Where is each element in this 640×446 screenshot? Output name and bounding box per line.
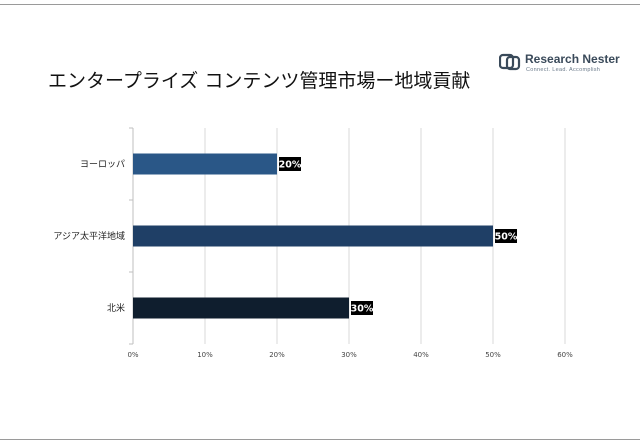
data-label: 30% [351,304,374,315]
bar [133,297,349,319]
data-label-box [495,229,517,243]
data-label: 20% [279,160,302,171]
x-tick-label: 40% [413,351,429,359]
x-tick-label: 0% [127,351,138,359]
logo-mark-icon [499,53,521,71]
research-nester-logo: Research Nester Connect. Lead. Accomplis… [499,52,629,80]
chart-title: エンタープライズ コンテンツ管理市場ー地域貢献 [48,70,471,92]
category-label: ヨーロッパ [80,159,125,170]
data-label-box [279,157,301,171]
bar [133,153,277,175]
x-tick-label: 10% [197,351,213,359]
x-tick-label: 20% [269,351,285,359]
x-tick-label: 30% [341,351,357,359]
bottom-divider [0,439,640,440]
category-label: 北米 [107,302,125,314]
data-label-box [351,301,373,315]
bar [133,225,493,247]
category-label: アジア太平洋地域 [53,230,125,242]
logo-tagline: Connect. Lead. Accomplish [526,67,601,73]
data-label: 50% [495,232,518,243]
x-tick-label: 60% [557,351,573,359]
x-tick-label: 50% [485,351,501,359]
top-divider [0,4,640,5]
logo-name: Research Nester [525,52,620,66]
